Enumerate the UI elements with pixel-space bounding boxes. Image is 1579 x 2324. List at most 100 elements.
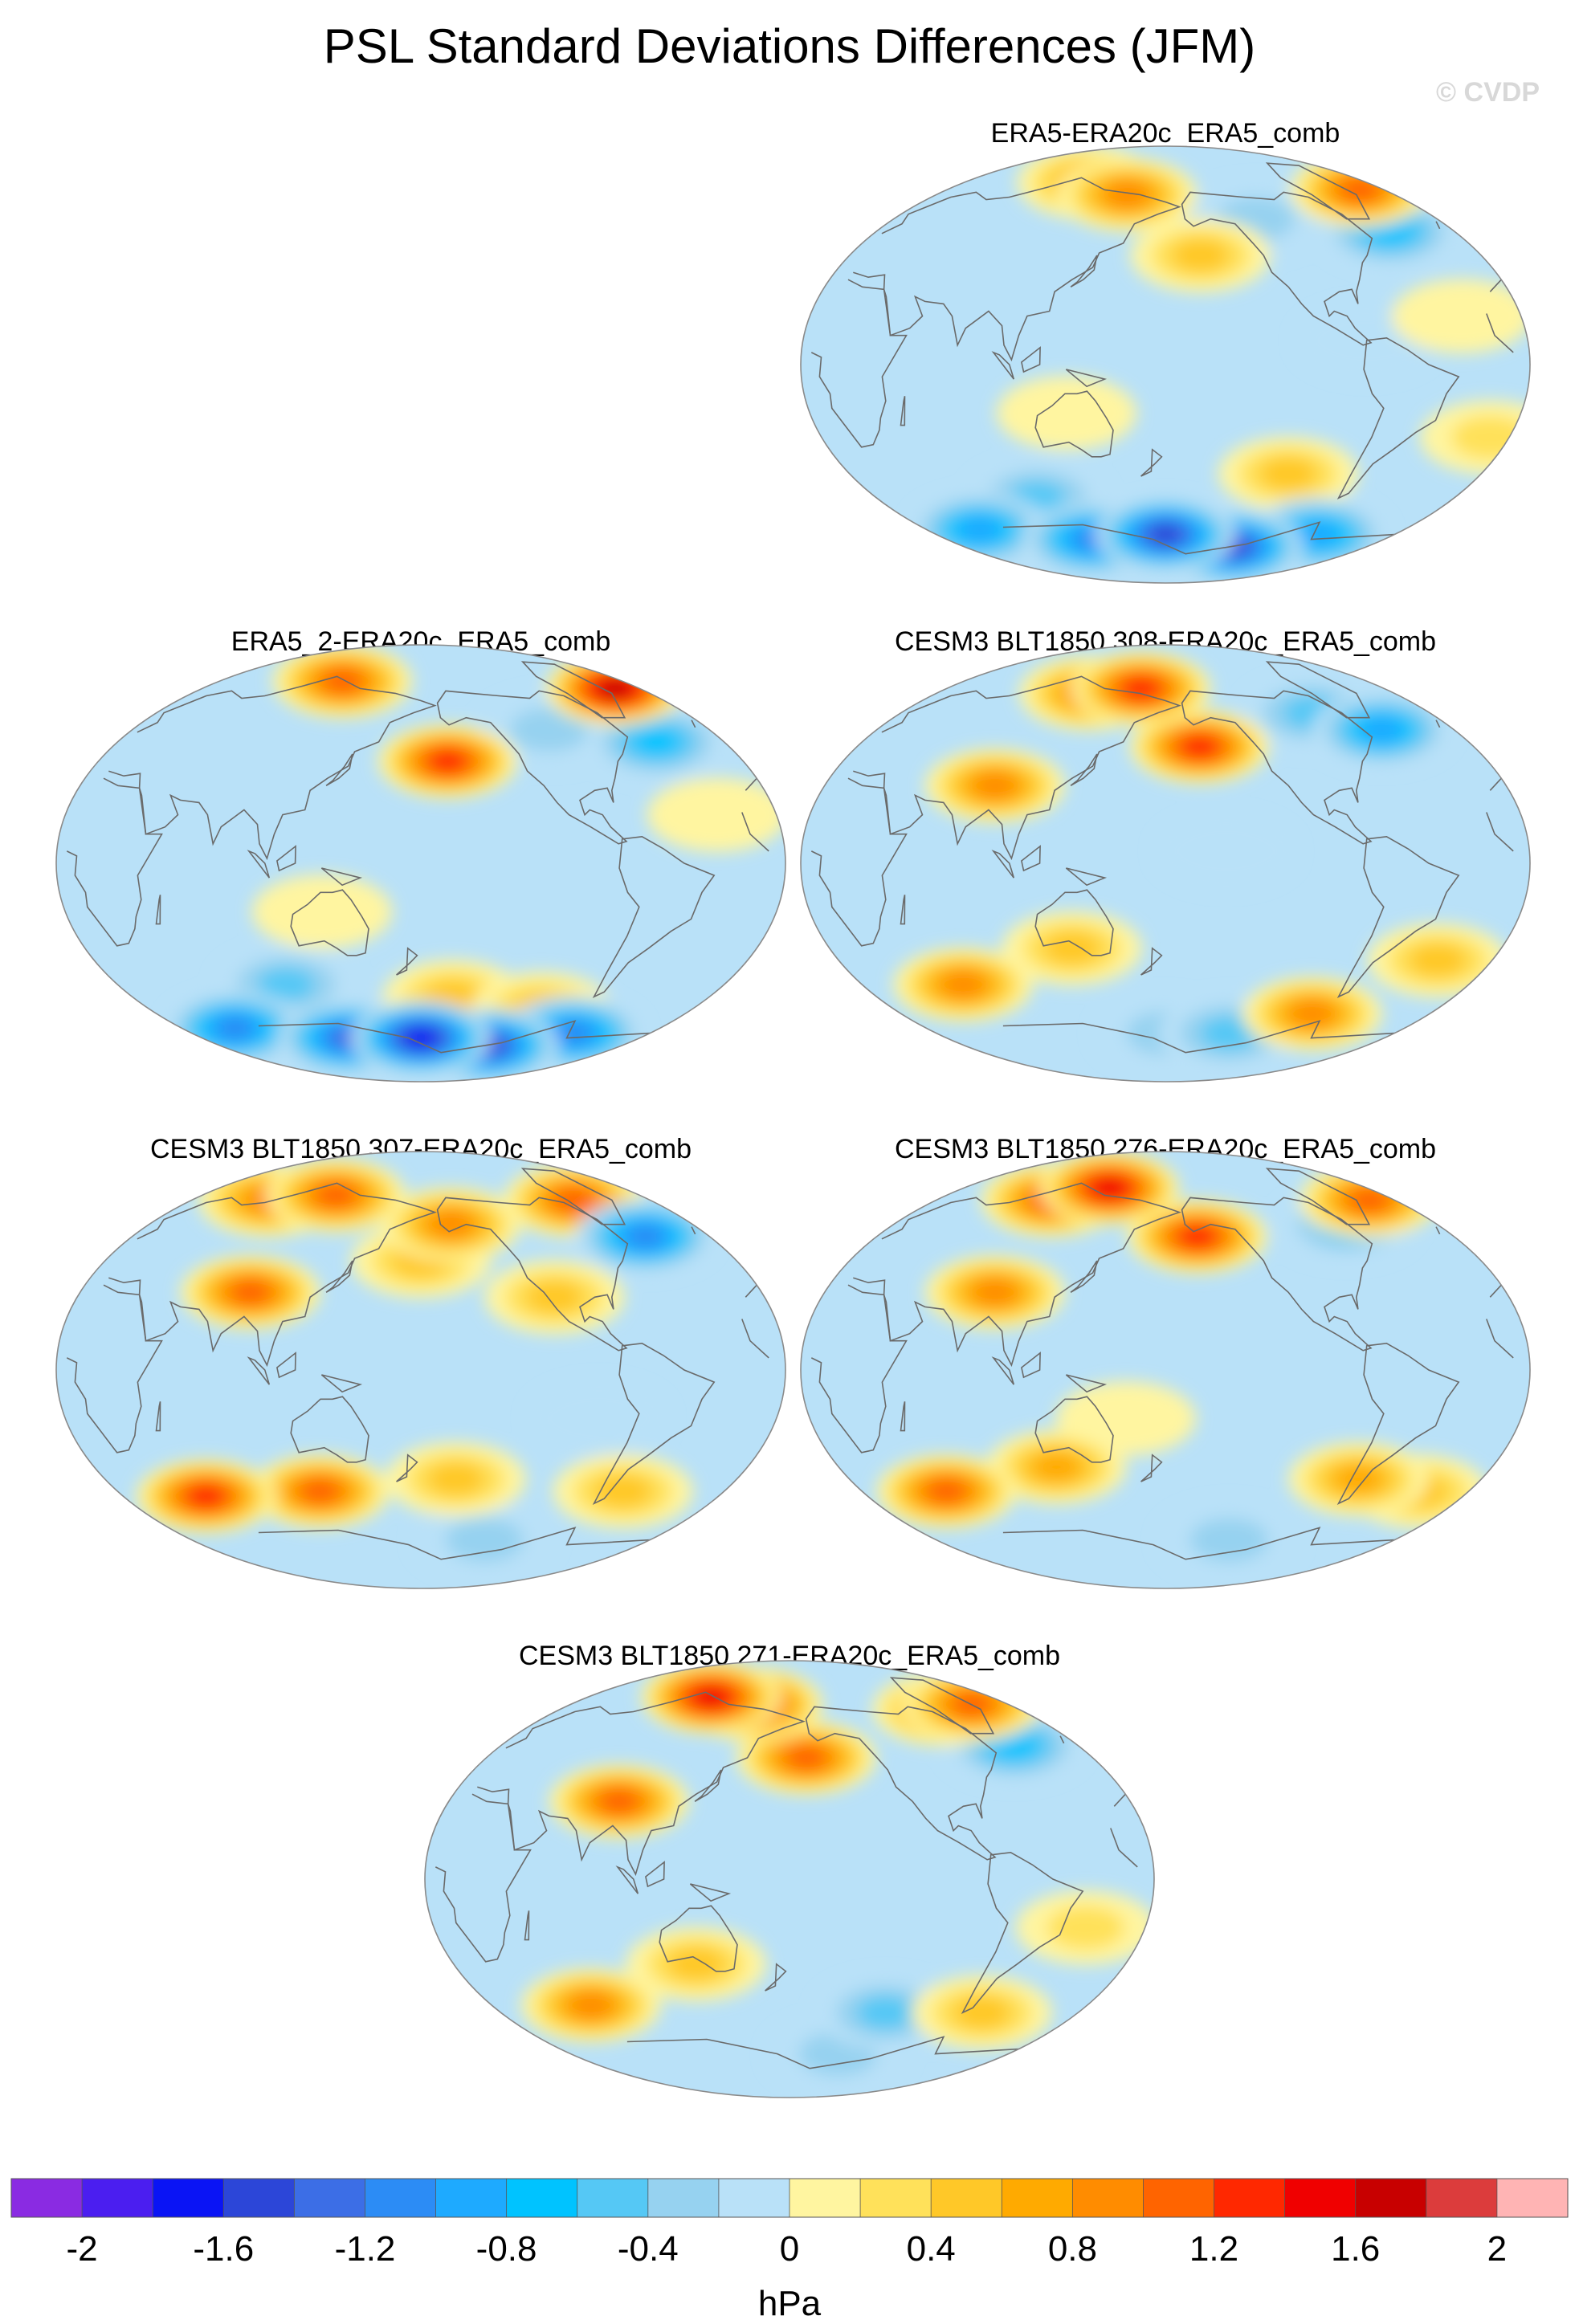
colorbar-tick-label: 2	[1487, 2229, 1507, 2269]
coastline-antarctica	[626, 2036, 1019, 2069]
anomaly-blob	[647, 777, 785, 852]
coastline	[436, 1197, 629, 1352]
anomaly-blob	[1189, 1518, 1268, 1562]
map-panel-6: CESM3 BLT1850 271-ERA20c_ERA5_comb	[424, 1641, 1155, 2098]
coastline	[1336, 835, 1460, 998]
anomaly-blob	[1291, 1001, 1333, 1026]
colorbar-tick-label: 1.6	[1331, 2229, 1380, 2269]
anomaly-blob	[1335, 1465, 1382, 1494]
anomaly-blob	[510, 707, 589, 752]
colorbar-box	[82, 2179, 153, 2217]
anomaly-blob	[959, 516, 1001, 543]
map-field-3	[801, 645, 1530, 1082]
coastline	[320, 867, 363, 887]
colorbar-tick-label: -0.8	[476, 2229, 537, 2269]
coastline	[1021, 346, 1041, 373]
anomaly-blob	[600, 1790, 638, 1813]
anomaly-blob	[216, 1017, 254, 1040]
map-field-4	[56, 1152, 785, 1588]
coastline-antarctica	[1002, 1020, 1395, 1054]
colorbar-tick-label: -1.6	[193, 2229, 254, 2269]
anomaly-blob	[600, 679, 630, 699]
colorbar-tick-label: 0.8	[1048, 2229, 1097, 2269]
coastline	[1065, 867, 1108, 887]
coastlines-4	[66, 1168, 769, 1560]
anomaly-blob	[974, 1279, 1016, 1305]
colorbar: -2 -1.6 -1.2 -0.8 -0.4 0 0.4 0.8 1.2 1.6 2	[10, 2178, 1569, 2269]
anomaly-blob	[1259, 457, 1317, 491]
anomaly-blob	[406, 1028, 436, 1048]
anomaly-blob	[1341, 178, 1378, 202]
coastline	[396, 947, 418, 976]
map-outline-2	[55, 644, 786, 1082]
colorbar-tick-label: 1.2	[1189, 2229, 1238, 2269]
anomaly-blob	[427, 1462, 485, 1496]
coastline	[477, 1691, 806, 1877]
map-field-6	[425, 1661, 1154, 2098]
anomaly-blob	[996, 376, 1137, 451]
colorbar-box	[931, 2179, 1002, 2217]
coastline	[853, 1182, 1181, 1368]
anomaly-blob	[1043, 932, 1101, 965]
anomaly-blob	[1391, 279, 1530, 353]
coastline	[805, 1706, 998, 1861]
anomaly-blob	[189, 1485, 223, 1507]
colorbar-tick-label: -2	[67, 2229, 98, 2269]
colorbar-box	[435, 2179, 508, 2217]
coastline	[1140, 1454, 1163, 1482]
coastline	[689, 1883, 732, 1902]
anomaly-blob	[1093, 1177, 1125, 1199]
coastline	[435, 1793, 1138, 1963]
colorbar-box	[577, 2179, 649, 2217]
coastlines-2	[66, 661, 769, 1054]
coastline	[247, 1356, 271, 1385]
anomaly-blob	[430, 750, 465, 773]
anomaly-blob	[1409, 944, 1467, 977]
anomaly-blob	[251, 875, 393, 949]
coastline	[615, 1865, 639, 1894]
coastline	[1435, 1226, 1441, 1235]
colorbar-box	[647, 2179, 720, 2217]
coastline	[1265, 1168, 1371, 1225]
coastline	[1070, 255, 1098, 287]
copyright-watermark: © CVDP	[1436, 77, 1540, 108]
coastline	[765, 1963, 787, 1992]
anomaly-blob	[857, 1996, 915, 2029]
coastline	[1070, 1260, 1098, 1293]
coastline	[1065, 369, 1108, 388]
map-outline-1	[800, 145, 1531, 584]
colorbar-box	[11, 2179, 83, 2217]
coastline-antarctica	[258, 1020, 651, 1054]
coastline	[1181, 1197, 1373, 1352]
coastline	[1034, 889, 1114, 956]
map-outline-3	[800, 644, 1531, 1082]
colorbar-box	[1284, 2179, 1357, 2217]
colorbar-box	[1426, 2179, 1498, 2217]
anomaly-blob	[953, 1996, 1011, 2029]
anomaly-blob	[1182, 736, 1217, 758]
coastline	[1021, 1352, 1041, 1379]
anomaly-blob	[257, 968, 315, 1001]
anomaly-blob	[555, 1021, 593, 1045]
anomaly-blob	[317, 1184, 354, 1207]
coastline	[853, 675, 1181, 861]
map-outline-5	[800, 1151, 1531, 1589]
panel-title-1: ERA5-ERA20c_ERA5_comb	[991, 118, 1340, 149]
anomaly-blob	[626, 1225, 664, 1249]
coastline	[325, 1260, 353, 1293]
coastline	[900, 396, 906, 426]
coastline	[694, 1769, 722, 1802]
anomaly-blob	[525, 1280, 584, 1315]
coastline	[1059, 1735, 1065, 1744]
anomaly-blob	[555, 1189, 593, 1212]
figure-title: PSL Standard Deviations Differences (JFM…	[324, 19, 1255, 73]
coastline	[320, 1374, 363, 1393]
map-outline-4	[55, 1151, 786, 1589]
coastline	[524, 1910, 530, 1941]
coastline	[659, 1905, 738, 1972]
coastline	[1435, 720, 1441, 728]
anomaly-blob	[788, 1746, 825, 1770]
colorbar-box	[365, 2179, 437, 2217]
colorbar-box	[294, 2179, 366, 2217]
coastlines-5	[810, 1168, 1514, 1560]
